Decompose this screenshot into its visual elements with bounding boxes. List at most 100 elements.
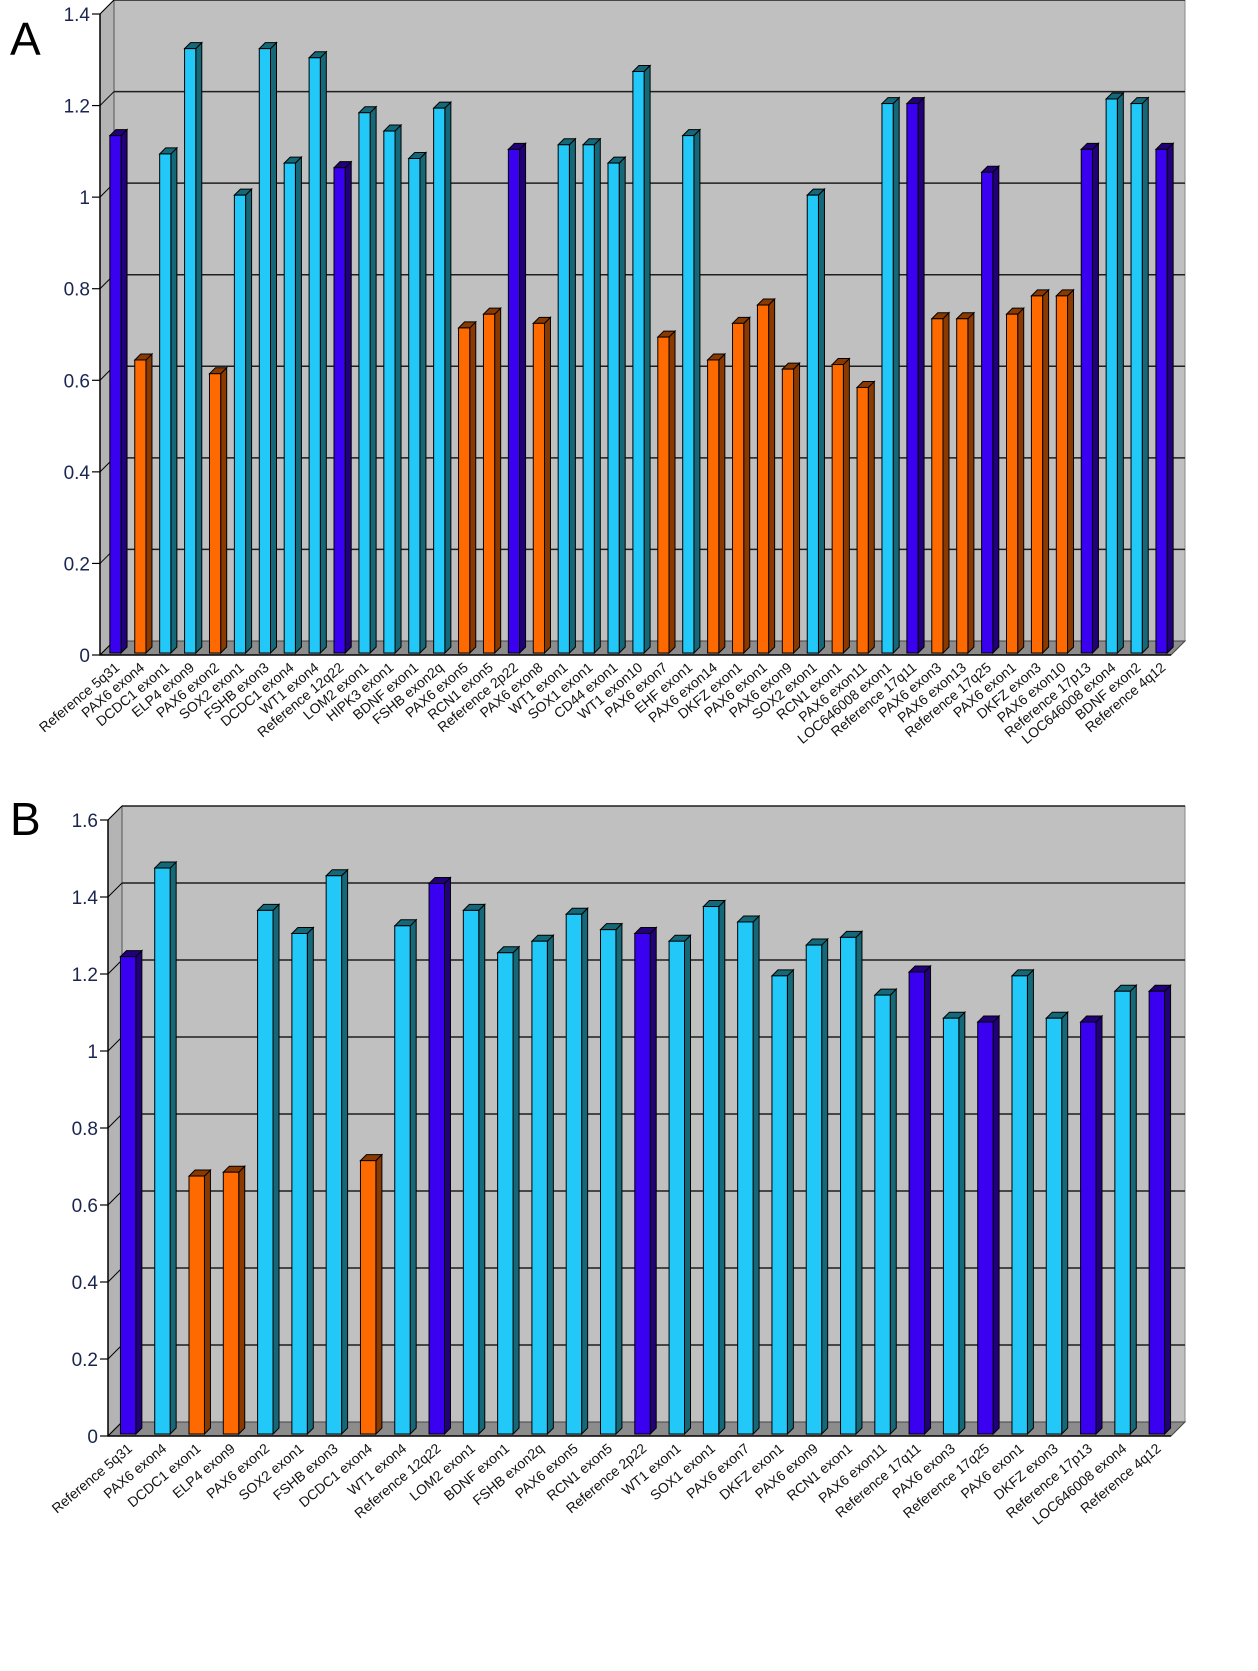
bar-face	[458, 327, 471, 654]
bar-side	[693, 128, 701, 655]
bar-face	[906, 103, 919, 654]
bar-face	[394, 925, 411, 1435]
bar-face	[433, 107, 446, 654]
bar	[942, 1010, 967, 1436]
bar	[905, 96, 926, 655]
bar	[756, 297, 776, 655]
bar-face	[308, 57, 321, 654]
y-tick-label: 0.4	[72, 1273, 99, 1294]
bar-face	[1045, 1017, 1063, 1435]
bar-face	[233, 194, 247, 654]
bar-side	[1141, 96, 1149, 655]
bar-side	[519, 142, 527, 655]
bar-face	[283, 162, 296, 654]
bar-face	[383, 130, 396, 654]
bar	[432, 100, 453, 655]
bar	[530, 933, 555, 1436]
y-tick-label: 0.8	[72, 1119, 98, 1140]
y-tick-label: 0.2	[64, 554, 90, 575]
bar	[581, 137, 602, 655]
bar-face	[222, 1171, 240, 1435]
bar	[873, 987, 898, 1436]
bar	[119, 949, 144, 1436]
y-tick-label: 0	[79, 646, 90, 667]
panel-label-b: B	[10, 793, 41, 845]
bar-side	[821, 937, 829, 1436]
bar	[564, 907, 589, 1436]
bar	[606, 155, 627, 655]
y-tick-label: 1	[79, 188, 90, 209]
bar-side	[793, 361, 801, 655]
bar-side	[855, 930, 863, 1436]
bar-face	[291, 933, 308, 1435]
bar-side	[917, 96, 925, 655]
bar-side	[220, 366, 228, 655]
bar-side	[135, 949, 143, 1436]
bar-face	[1114, 990, 1131, 1435]
bar-side	[1017, 306, 1025, 655]
bar-side	[203, 1168, 211, 1436]
bar-side	[469, 320, 477, 655]
bar-face	[358, 112, 371, 654]
bar	[133, 352, 154, 655]
bar-side	[294, 155, 302, 655]
bar-face	[874, 994, 891, 1435]
bar-side	[543, 316, 551, 655]
bar-face	[1030, 295, 1044, 654]
bar-side	[1067, 288, 1075, 655]
bar	[307, 50, 328, 655]
bar	[839, 930, 864, 1436]
bar-face	[208, 373, 222, 654]
bar	[631, 64, 652, 655]
bar-side	[1095, 1014, 1103, 1436]
bar-side	[394, 123, 402, 655]
bar	[507, 142, 527, 655]
bar-side	[743, 316, 751, 655]
y-tick-slant	[107, 1421, 123, 1437]
bar-face	[188, 1175, 205, 1435]
bar	[1045, 1010, 1069, 1436]
bar-side	[924, 964, 932, 1436]
bar-side	[568, 137, 576, 655]
bar	[1079, 1014, 1104, 1436]
y-tick-slant	[107, 805, 123, 821]
bar-side	[958, 1010, 966, 1436]
bar-side	[238, 1164, 246, 1436]
bar-face	[781, 368, 795, 654]
bar-face	[657, 336, 670, 654]
y-tick-label: 1.6	[72, 811, 98, 832]
bar-side	[369, 105, 377, 655]
bar	[830, 357, 851, 655]
bar-side	[992, 165, 1000, 655]
bar-face	[1130, 103, 1143, 654]
y-tick-label: 0.2	[72, 1350, 98, 1371]
bar	[332, 160, 353, 655]
bar	[382, 123, 403, 655]
y-tick-slant	[99, 91, 115, 106]
bar-side	[344, 160, 352, 655]
bar	[258, 41, 278, 655]
y-tick-slant	[107, 882, 123, 898]
bar	[855, 380, 876, 655]
bar	[633, 926, 658, 1436]
bar	[667, 933, 692, 1436]
bar-side	[145, 352, 153, 655]
bar-face	[482, 313, 496, 654]
bar-face	[159, 153, 172, 654]
bar	[187, 1168, 212, 1436]
bar	[108, 128, 129, 655]
bar-side	[478, 903, 486, 1436]
y-tick-label: 1.2	[72, 965, 98, 986]
bar-side	[752, 914, 760, 1436]
bar-face	[1080, 148, 1093, 654]
bar	[706, 352, 727, 655]
y-tick-label: 1.4	[64, 5, 91, 26]
y-tick-label: 0.6	[72, 1196, 98, 1217]
bar	[656, 329, 677, 655]
bar	[1154, 142, 1175, 655]
y-tick-label: 0.6	[64, 371, 90, 392]
bar-face	[1148, 990, 1166, 1435]
bar-face	[359, 1160, 377, 1435]
bar-face	[599, 929, 617, 1435]
